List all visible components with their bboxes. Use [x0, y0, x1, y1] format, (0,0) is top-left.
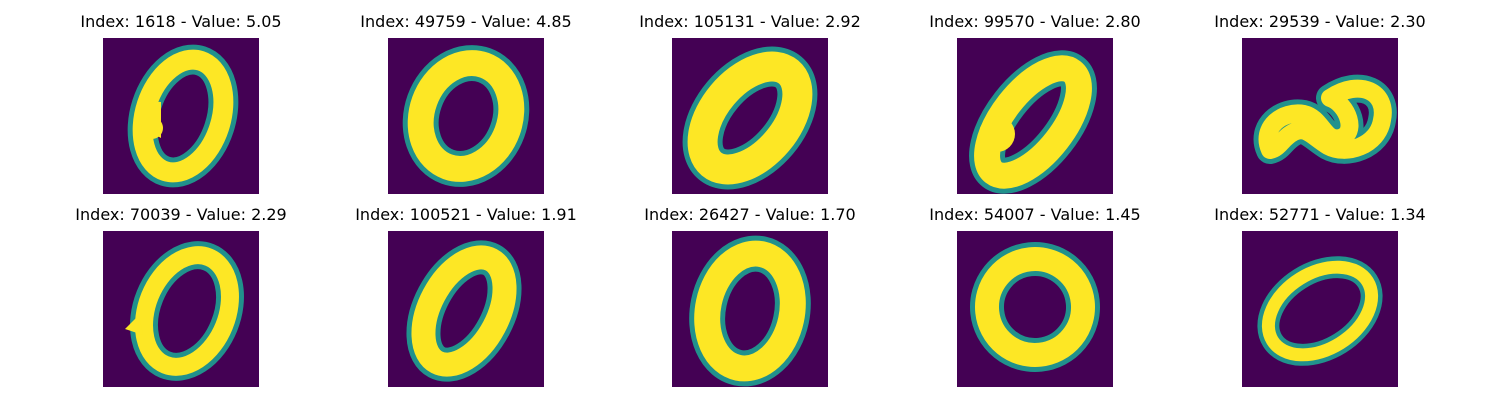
digit-panel-7: Index: 100521 - Value: 1.91: [324, 205, 608, 387]
panel-title: Index: 54007 - Value: 1.45: [929, 205, 1141, 224]
digit-panel-5: Index: 29539 - Value: 2.30: [1178, 12, 1462, 194]
panel-title: Index: 1618 - Value: 5.05: [80, 12, 282, 31]
digit-panel-8: Index: 26427 - Value: 1.70: [608, 205, 892, 387]
digit-image: [388, 38, 544, 194]
panel-title: Index: 99570 - Value: 2.80: [929, 12, 1141, 31]
digit-image: [103, 38, 259, 194]
panel-title: Index: 70039 - Value: 2.29: [75, 205, 287, 224]
digit-image: [1242, 231, 1398, 387]
digit-image: [957, 231, 1113, 387]
panel-title: Index: 100521 - Value: 1.91: [355, 205, 577, 224]
digit-image: [957, 38, 1113, 194]
digit-panel-6: Index: 70039 - Value: 2.29: [39, 205, 323, 387]
digit-panel-4: Index: 99570 - Value: 2.80: [893, 12, 1177, 194]
digit-panel-2: Index: 49759 - Value: 4.85: [324, 12, 608, 194]
digit-panel-10: Index: 52771 - Value: 1.34: [1178, 205, 1462, 387]
digit-panel-1: Index: 1618 - Value: 5.05: [39, 12, 323, 194]
digit-image: [672, 231, 828, 387]
digit-panel-3: Index: 105131 - Value: 2.92: [608, 12, 892, 194]
panel-title: Index: 26427 - Value: 1.70: [644, 205, 856, 224]
panel-title: Index: 49759 - Value: 4.85: [360, 12, 572, 31]
digit-image: [388, 231, 544, 387]
panel-title: Index: 105131 - Value: 2.92: [639, 12, 861, 31]
digit-panel-9: Index: 54007 - Value: 1.45: [893, 205, 1177, 387]
panel-title: Index: 52771 - Value: 1.34: [1214, 205, 1426, 224]
panel-title: Index: 29539 - Value: 2.30: [1214, 12, 1426, 31]
digit-image: [1242, 38, 1398, 194]
digit-image: [672, 38, 828, 194]
digit-image: [103, 231, 259, 387]
